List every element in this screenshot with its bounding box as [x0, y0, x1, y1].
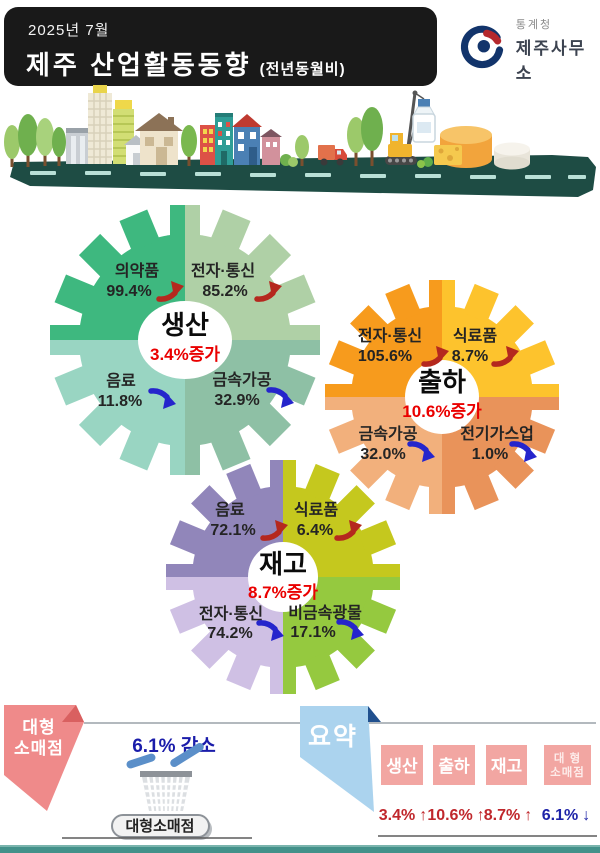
- summary-box-production: [381, 745, 423, 785]
- truck-icon: [318, 145, 347, 166]
- item-value: 99.4%: [106, 283, 151, 300]
- beige-house-icon: [135, 113, 183, 165]
- item-label: 음료: [106, 372, 136, 390]
- summary-value-number: 8.7%: [484, 807, 520, 824]
- item-value: 11.8%: [98, 393, 142, 410]
- tower-building-icon: [88, 85, 112, 164]
- summary-value: 8.7% ↑: [484, 807, 532, 824]
- summary-label: 생산: [386, 757, 418, 776]
- office-name: 제주사무소: [515, 39, 587, 83]
- item-label: 전자·통신: [191, 262, 255, 280]
- summary-label: 출하: [438, 757, 470, 776]
- item-label: 전자·통신: [199, 605, 263, 623]
- item-label: 식료품: [294, 501, 338, 519]
- retail-badge-line1: 대형: [22, 717, 55, 737]
- gear-inventory-change: 8.7%증가: [248, 583, 318, 602]
- up-arrow-glyph: ↑: [477, 807, 485, 824]
- summary-value-number: 6.1%: [542, 807, 578, 824]
- bushes-icon: [280, 135, 309, 167]
- summary-box-retail: [544, 745, 591, 785]
- retail-caption: 대형소매점: [125, 817, 194, 835]
- page-subtitle: (전년동월비): [259, 61, 346, 78]
- agency-name: 통계청: [515, 19, 553, 31]
- item-value: 32.0%: [360, 446, 405, 463]
- gear-production-hub: [138, 301, 232, 379]
- tree-icon: [181, 125, 197, 166]
- cheese-icon: [417, 126, 530, 170]
- government-emblem-icon: [460, 25, 504, 69]
- gear-inventory-title: 재고: [259, 549, 307, 579]
- item-label: 금속가공: [359, 425, 418, 443]
- gear-production-title: 생산: [161, 310, 209, 340]
- retail-ribbon: 대형 소매점: [4, 705, 84, 811]
- item-value: 6.4%: [297, 522, 333, 539]
- report-date: 2025년 7월: [28, 22, 110, 39]
- summary-value: 10.6% ↑: [427, 807, 484, 824]
- summary-box-inventory: [486, 745, 527, 785]
- item-value: 105.6%: [358, 348, 412, 365]
- item-label: 전기가스업: [460, 425, 534, 443]
- item-label: 전자·통신: [358, 327, 422, 345]
- gear-shipment-change: 10.6%증가: [402, 402, 482, 421]
- item-label: 의약품: [115, 261, 159, 280]
- summary-badge: 요약: [308, 723, 358, 751]
- item-label: 비금속광물: [288, 603, 362, 622]
- summary-value: 6.1% ↓: [542, 807, 590, 824]
- gear-shipment-title: 출하: [418, 367, 466, 397]
- item-value: 74.2%: [207, 625, 252, 642]
- row-houses-icon: [200, 113, 282, 165]
- gears-section: 생산 3.4%증가 의약품 99.4% 전자·통신 85.2% 음료 11.8%…: [50, 205, 559, 694]
- summary-value: 3.4% ↑: [379, 807, 427, 824]
- shopping-basket-icon: [126, 743, 204, 811]
- item-value: 1.0%: [472, 446, 508, 463]
- item-value: 32.9%: [214, 392, 259, 409]
- down-arrow-glyph: ↓: [582, 807, 590, 824]
- item-label: 금속가공: [213, 371, 272, 389]
- ribbon-fold: [62, 705, 84, 722]
- gear-inventory-hub: [248, 542, 318, 612]
- gear-production-change: 3.4%증가: [150, 345, 220, 364]
- item-value: 72.1%: [210, 522, 255, 539]
- summary-label: 소매점: [550, 765, 585, 779]
- cityscape-illustration: [4, 85, 596, 197]
- item-value: 85.2%: [202, 283, 247, 300]
- page-title: 제주 산업활동동향: [26, 50, 252, 80]
- summary-ribbon: 요약: [300, 706, 381, 812]
- retail-badge-line2: 소매점: [14, 739, 64, 758]
- road-dashes: [30, 171, 586, 179]
- summary-value-number: 10.6%: [427, 807, 472, 824]
- summary-label: 대 형: [554, 751, 581, 765]
- trees-left-icon: [4, 114, 66, 167]
- summary-value-number: 3.4%: [379, 807, 415, 824]
- up-arrow-glyph: ↑: [419, 807, 427, 824]
- item-value: 17.1%: [290, 624, 335, 641]
- item-label: 식료품: [453, 327, 497, 345]
- summary-box-shipment: [433, 745, 475, 785]
- footer-bar: [0, 845, 600, 853]
- agency-logo: 통계청 제주사무소: [458, 16, 600, 84]
- item-label: 음료: [215, 501, 245, 519]
- item-value: 8.7%: [452, 348, 488, 365]
- gear-shipment: 출하 10.6%증가 전자·통신 105.6% 식료품 8.7% 금속가공 32…: [325, 280, 559, 514]
- milk-bottle-icon: [412, 99, 436, 143]
- up-arrow-glyph: ↑: [524, 807, 532, 824]
- retail-caption-pill: 대형소매점: [111, 814, 212, 840]
- gear-production: 생산 3.4%증가 의약품 99.4% 전자·통신 85.2% 음료 11.8%…: [50, 205, 320, 475]
- summary-label: 재고: [491, 757, 523, 776]
- trees-right-icon: [347, 107, 383, 166]
- ribbon-fold: [368, 706, 381, 722]
- bottom-section: 대형 소매점 6.1% 감소 대형소매점 요약: [4, 705, 597, 840]
- summary-table: 생산 출하 재고 대 형 소매점 3.4% ↑ 10.6% ↑ 8.7% ↑ 6.1%…: [378, 745, 597, 837]
- gear-inventory: 재고 8.7%증가 음료 72.1% 식료품 6.4% 전자·통신 74.2% …: [166, 460, 400, 694]
- header-panel: 2025년 7월 제주 산업활동동향 (전년동월비): [4, 7, 437, 86]
- gear-shipment-hub: [405, 360, 479, 434]
